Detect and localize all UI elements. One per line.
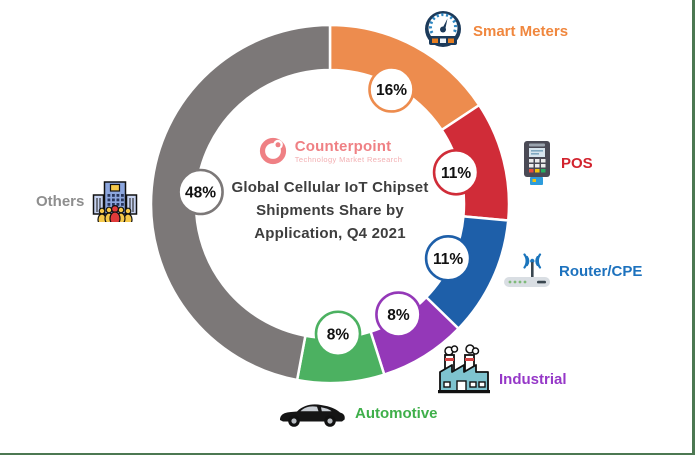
percent-label: 16% (376, 82, 407, 99)
percent-label: 8% (387, 307, 410, 324)
gauge-icon (425, 11, 461, 47)
percent-bubble (177, 168, 224, 216)
legend-label-router-cpe: Router/CPE (559, 262, 643, 280)
car-icon (280, 404, 345, 427)
factory-icon (438, 344, 490, 394)
legend-item-automotive: Automotive (277, 397, 438, 429)
percent-label: 11% (441, 165, 471, 182)
legend-item-smart-meters: Smart Meters (421, 9, 568, 53)
counterpoint-logo: Counterpoint Technology Market Research (196, 136, 464, 166)
percent-label: 48% (185, 185, 216, 202)
chart-title-line: Application, Q4 2021 (254, 225, 406, 242)
legend-item-industrial: Industrial (437, 344, 567, 394)
legend-item-others: Others (36, 180, 138, 222)
logo-name: Counterpoint (294, 137, 392, 155)
counterpoint-logo-icon (259, 137, 286, 165)
percent-label: 8% (327, 326, 350, 343)
percent-bubble (432, 148, 480, 196)
legend-label-others: Others (36, 192, 85, 210)
logo-tagline: Technology Market Research (294, 154, 403, 164)
percent-bubble (368, 66, 415, 113)
percent-bubble (424, 235, 472, 282)
legend-item-pos: POS (521, 140, 593, 186)
chart-title: Global Cellular IoT Chipset Shipments Sh… (196, 176, 464, 245)
percent-bubble (314, 310, 362, 358)
legend-item-router-cpe: Router/CPE (503, 253, 642, 289)
pos-terminal-icon (524, 141, 550, 185)
percent-bubble (375, 291, 422, 338)
legend-label-automotive: Automotive (355, 404, 438, 422)
legend-label-smart-meters: Smart Meters (473, 22, 569, 40)
router-icon (504, 253, 550, 287)
legend-label-industrial: Industrial (499, 371, 567, 388)
chart-title-line: Shipments Share by (256, 202, 404, 219)
chart-title-line: Global Cellular IoT Chipset (231, 179, 429, 196)
building-people-icon (93, 181, 138, 222)
donut-segment-others (149, 23, 332, 382)
percent-label: 11% (433, 251, 463, 268)
chart-center: Counterpoint Technology Market Research … (196, 136, 464, 245)
legend-label-pos: POS (561, 154, 593, 172)
